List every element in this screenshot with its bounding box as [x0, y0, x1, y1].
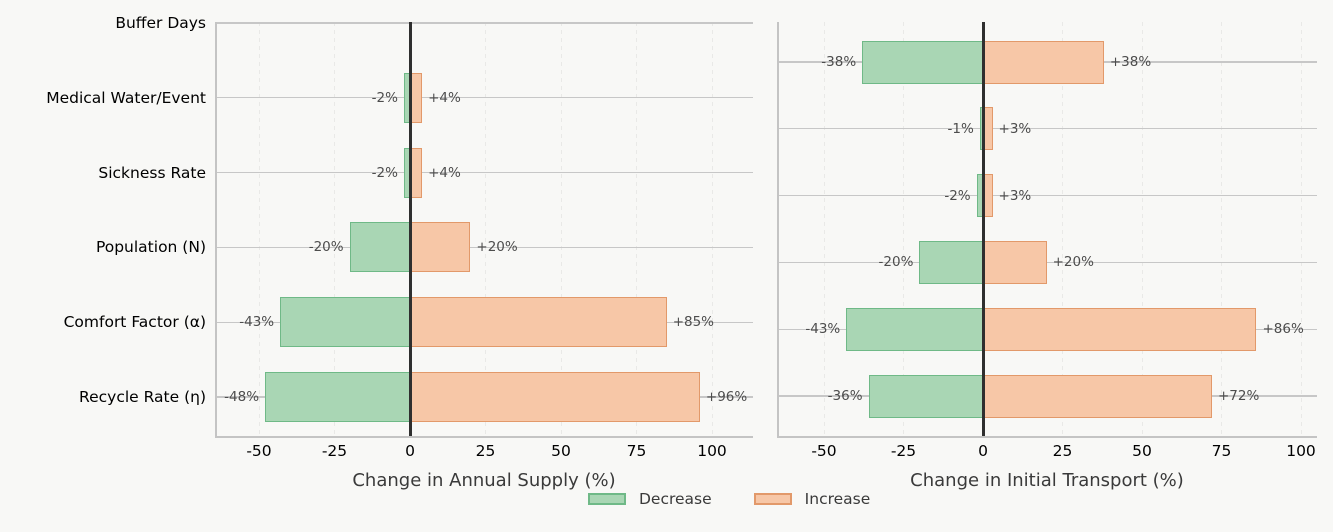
x-tick-label: 100 — [697, 442, 727, 460]
decrease-bar — [846, 307, 983, 351]
bar-value-label: +4% — [428, 164, 461, 181]
legend-item-decrease: Decrease — [588, 490, 712, 508]
category-axis: Buffer Days Medical Water/Event Sickness R… — [0, 0, 206, 460]
x-tick-gridline — [711, 22, 713, 436]
row-gridline — [215, 171, 753, 174]
increase-bar — [983, 240, 1047, 284]
x-tick-label: -25 — [321, 442, 348, 460]
category-label: Medical Water/Event — [46, 88, 206, 107]
legend-label-decrease: Decrease — [639, 490, 712, 508]
x-axis-title-annual-supply: Change in Annual Supply (%) — [352, 470, 616, 491]
x-tick-label: 0 — [405, 442, 415, 460]
x-tick-gridline — [258, 22, 260, 436]
category-label: Comfort Factor (α) — [63, 313, 206, 332]
bar-value-label: +20% — [476, 239, 518, 256]
x-tick-gridline — [560, 22, 562, 436]
x-tick-label: -50 — [811, 442, 837, 460]
increase-bar — [410, 222, 471, 273]
decrease-bar — [862, 40, 983, 84]
increase-swatch-icon — [753, 493, 792, 505]
bar-value-label: -1% — [947, 120, 974, 137]
zero-axis-line — [408, 22, 412, 436]
x-axis-line — [777, 436, 1317, 438]
bar-value-label: -43% — [239, 314, 275, 331]
x-tick-label: 50 — [551, 442, 571, 460]
bar-value-label: -36% — [827, 388, 863, 404]
row-gridline — [777, 194, 1317, 197]
bar-value-label: -38% — [821, 54, 857, 70]
legend-label-increase: Increase — [804, 490, 871, 508]
y-axis-spine — [777, 22, 779, 436]
decrease-bar — [919, 240, 983, 284]
bar-value-label: +72% — [1217, 388, 1260, 404]
x-tick-label: 25 — [475, 442, 496, 460]
x-tick-label: 25 — [1052, 442, 1073, 460]
x-tick-gridline — [823, 22, 825, 436]
category-label: Recycle Rate (η) — [79, 388, 206, 406]
y-axis-spine — [215, 22, 217, 436]
increase-bar — [983, 40, 1104, 84]
increase-bar — [410, 72, 423, 123]
bar-value-label: -2% — [371, 89, 398, 106]
decrease-bar — [280, 297, 410, 348]
bar-value-label: +38% — [1109, 54, 1152, 70]
legend-item-increase: Increase — [753, 490, 871, 508]
x-tick-gridline — [334, 22, 335, 436]
row-gridline — [215, 22, 753, 24]
x-tick-label: 75 — [626, 442, 647, 460]
bar-value-label: +3% — [998, 187, 1032, 204]
bar-value-label: +85% — [672, 314, 715, 331]
bar-value-label: -20% — [878, 254, 914, 271]
bar-value-label: -20% — [308, 239, 344, 256]
zero-axis-line — [981, 22, 985, 436]
x-tick-label: 0 — [978, 442, 988, 460]
legend: Decrease Increase — [588, 490, 870, 508]
decrease-bar — [349, 222, 410, 273]
x-tick-label: 75 — [1211, 442, 1232, 460]
row-gridline — [215, 246, 753, 249]
decrease-swatch-icon — [588, 493, 626, 505]
x-tick-label: 100 — [1286, 442, 1316, 460]
row-gridline — [777, 261, 1317, 264]
x-tick-gridline — [636, 22, 637, 436]
category-label: Population (N) — [95, 238, 206, 257]
decrease-bar — [265, 372, 410, 422]
category-label: Buffer Days — [115, 14, 206, 32]
x-tick-label: -25 — [890, 442, 917, 460]
increase-bar — [410, 297, 667, 348]
bar-value-label: -2% — [944, 187, 971, 204]
x-tick-label: 50 — [1132, 442, 1152, 460]
row-gridline — [777, 128, 1317, 130]
x-tick-gridline — [1221, 22, 1222, 436]
bar-value-label: +3% — [998, 120, 1032, 137]
bar-value-label: +96% — [705, 389, 748, 405]
bar-value-label: -43% — [805, 321, 841, 338]
x-tick-gridline — [1141, 22, 1143, 436]
increase-bar — [410, 147, 423, 198]
increase-bar — [983, 307, 1257, 351]
bar-value-label: +4% — [428, 89, 461, 106]
bar-value-label: -2% — [371, 164, 398, 181]
x-axis-line — [215, 436, 753, 438]
decrease-bar — [868, 374, 983, 418]
x-tick-label: -50 — [246, 442, 272, 460]
bar-value-label: +86% — [1262, 321, 1304, 338]
increase-bar — [983, 374, 1212, 418]
increase-bar — [410, 372, 700, 422]
x-tick-gridline — [485, 22, 486, 436]
x-tick-gridline — [903, 22, 904, 436]
row-gridline — [215, 97, 753, 99]
category-label: Sickness Rate — [98, 163, 206, 182]
x-tick-gridline — [1062, 22, 1063, 436]
bar-value-label: -48% — [224, 389, 260, 405]
bar-value-label: +20% — [1052, 254, 1094, 271]
x-tick-gridline — [1300, 22, 1302, 436]
x-axis-title-initial-transport: Change in Initial Transport (%) — [910, 470, 1184, 491]
